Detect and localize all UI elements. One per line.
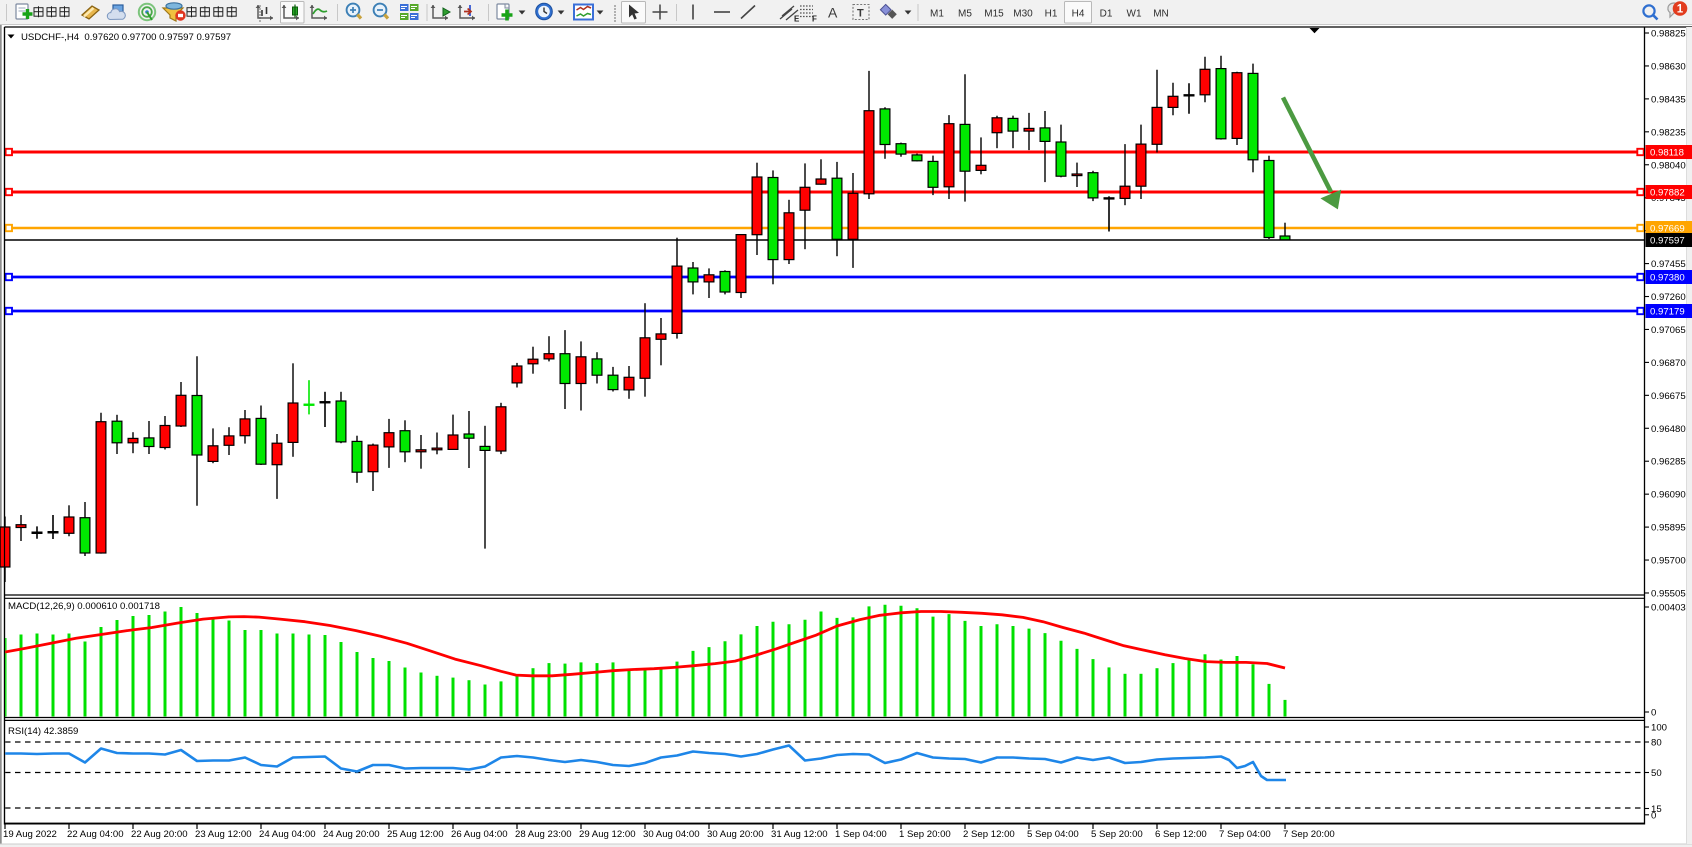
- svg-text:5 Sep 04:00: 5 Sep 04:00: [1027, 829, 1079, 840]
- svg-text:M1: M1: [930, 9, 944, 20]
- svg-text:MACD(12,26,9) 0.000610 0.00171: MACD(12,26,9) 0.000610 0.001718: [8, 601, 160, 612]
- svg-text:USDCHF-,H4 0.97620 0.97700 0.: USDCHF-,H4 0.97620 0.97700 0.97597 0.975…: [21, 32, 231, 43]
- svg-text:22 Aug 20:00: 22 Aug 20:00: [131, 829, 188, 840]
- svg-text:31 Aug 12:00: 31 Aug 12:00: [771, 829, 828, 840]
- svg-text:25 Aug 12:00: 25 Aug 12:00: [387, 829, 444, 840]
- svg-text:0.97669: 0.97669: [1650, 224, 1685, 235]
- svg-text:RSI(14) 42.3859: RSI(14) 42.3859: [8, 726, 78, 737]
- svg-text:A: A: [828, 5, 838, 21]
- svg-text:23 Aug 12:00: 23 Aug 12:00: [195, 829, 252, 840]
- svg-text:0: 0: [1651, 708, 1656, 719]
- svg-text:0.97179: 0.97179: [1650, 307, 1685, 318]
- svg-text:W1: W1: [1127, 9, 1142, 20]
- svg-text:0.97597: 0.97597: [1650, 236, 1685, 247]
- svg-text:F: F: [812, 15, 817, 24]
- svg-text:M5: M5: [958, 9, 972, 20]
- svg-text:22 Aug 04:00: 22 Aug 04:00: [67, 829, 124, 840]
- svg-text:0.97455: 0.97455: [1651, 259, 1686, 270]
- svg-text:0.97065: 0.97065: [1651, 325, 1686, 336]
- svg-text:5 Sep 20:00: 5 Sep 20:00: [1091, 829, 1143, 840]
- svg-text:2 Sep 12:00: 2 Sep 12:00: [963, 829, 1015, 840]
- svg-text:D1: D1: [1100, 9, 1113, 20]
- svg-text:E: E: [794, 15, 800, 24]
- svg-text:1 Sep 20:00: 1 Sep 20:00: [899, 829, 951, 840]
- svg-text:M15: M15: [984, 9, 1004, 20]
- svg-text:7 Sep 04:00: 7 Sep 04:00: [1219, 829, 1271, 840]
- svg-text:30 Aug 04:00: 30 Aug 04:00: [643, 829, 700, 840]
- svg-text:30 Aug 20:00: 30 Aug 20:00: [707, 829, 764, 840]
- svg-text:0.98825: 0.98825: [1651, 29, 1686, 40]
- svg-text:28 Aug 23:00: 28 Aug 23:00: [515, 829, 572, 840]
- svg-text:0.96870: 0.96870: [1651, 358, 1686, 369]
- svg-text:H4: H4: [1072, 9, 1085, 20]
- svg-text:26 Aug 04:00: 26 Aug 04:00: [451, 829, 508, 840]
- svg-text:0.96090: 0.96090: [1651, 490, 1686, 501]
- svg-text:0.95895: 0.95895: [1651, 523, 1686, 534]
- svg-text:29 Aug 12:00: 29 Aug 12:00: [579, 829, 636, 840]
- svg-text:0.97260: 0.97260: [1651, 292, 1686, 303]
- svg-text:6 Sep 12:00: 6 Sep 12:00: [1155, 829, 1207, 840]
- svg-text:0.95700: 0.95700: [1651, 556, 1686, 567]
- svg-text:0.98435: 0.98435: [1651, 94, 1686, 105]
- svg-text:MN: MN: [1153, 9, 1169, 20]
- svg-text:0.98118: 0.98118: [1650, 148, 1684, 159]
- svg-text:0.98235: 0.98235: [1651, 127, 1686, 138]
- svg-text:T: T: [857, 8, 864, 20]
- svg-text:24 Aug 20:00: 24 Aug 20:00: [323, 829, 380, 840]
- svg-text:24 Aug 04:00: 24 Aug 04:00: [259, 829, 316, 840]
- svg-text:80: 80: [1651, 738, 1662, 749]
- svg-text:0.98630: 0.98630: [1651, 61, 1686, 72]
- svg-text:1: 1: [1677, 4, 1684, 16]
- svg-text:0.97380: 0.97380: [1650, 273, 1685, 284]
- svg-text:0.96480: 0.96480: [1651, 424, 1686, 435]
- svg-text:7 Sep 20:00: 7 Sep 20:00: [1283, 829, 1335, 840]
- svg-text:0.00403: 0.00403: [1651, 603, 1686, 614]
- svg-text:1 Sep 04:00: 1 Sep 04:00: [835, 829, 887, 840]
- svg-text:0.96675: 0.96675: [1651, 391, 1686, 402]
- svg-text:100: 100: [1651, 723, 1667, 734]
- svg-text:19 Aug 2022: 19 Aug 2022: [3, 829, 57, 840]
- svg-text:H1: H1: [1045, 9, 1058, 20]
- svg-text:0: 0: [1651, 810, 1656, 821]
- svg-text:0.97882: 0.97882: [1650, 188, 1685, 199]
- svg-text:15: 15: [1651, 804, 1662, 815]
- svg-text:0.95505: 0.95505: [1651, 588, 1686, 599]
- svg-text:0.98040: 0.98040: [1651, 160, 1686, 171]
- svg-text:50: 50: [1651, 768, 1662, 779]
- svg-text:0.96285: 0.96285: [1651, 457, 1686, 468]
- svg-text:M30: M30: [1013, 9, 1033, 20]
